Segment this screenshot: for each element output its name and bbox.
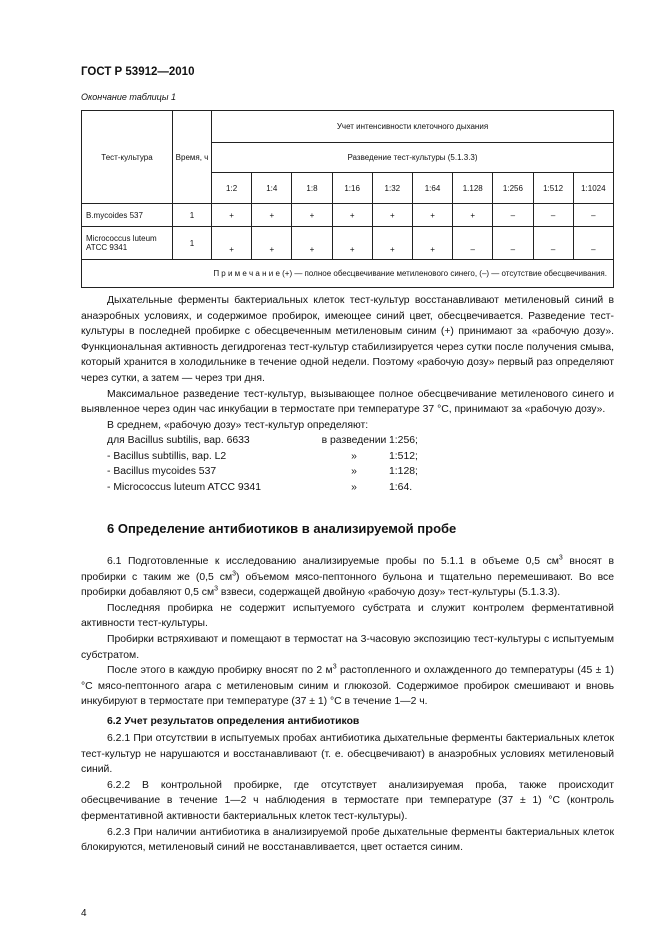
result-cell: + xyxy=(331,203,373,227)
result-cell: – xyxy=(572,226,615,260)
section-title: 6 Определение антибиотиков в анализируем… xyxy=(107,521,457,536)
sub-header: Разведение тест-культуры (5.1.3.3) xyxy=(211,142,614,173)
document-header: ГОСТ Р 53912—2010 xyxy=(81,66,195,78)
page-number: 4 xyxy=(81,908,87,919)
paragraph-6-1: 6.1 Подготовленные к исследованию анализ… xyxy=(81,554,614,599)
result-cell: – xyxy=(532,226,574,260)
result-cell: + xyxy=(411,203,454,227)
dilution-header: 1:32 xyxy=(371,172,413,204)
result-cell: + xyxy=(371,203,413,227)
subsection-title: 6.2 Учет результатов определения антибио… xyxy=(107,715,360,727)
result-cell: + xyxy=(452,203,494,227)
col-header-culture: Тест-культура xyxy=(81,110,173,204)
list-item: - Bacillus mycoides 537» 1:128; xyxy=(107,466,418,478)
paragraph-6-2-2: 6.2.2 В контрольной пробирке, где отсутс… xyxy=(81,779,614,822)
table-note: П р и м е ч а н и е (+) — полное обесцве… xyxy=(81,259,614,288)
paragraph: После этого в каждую пробирку вносят по … xyxy=(81,663,614,708)
result-cell: + xyxy=(251,226,293,260)
dilution-header: 1:2 xyxy=(210,172,253,204)
col-header-time: Время, ч xyxy=(172,110,212,204)
dilution-header: 1:256 xyxy=(492,172,534,204)
dilution-header: 1:16 xyxy=(331,172,373,204)
table-row: Micrococcus luteum ATCC 9341 1 + + + + + + – – – – xyxy=(81,226,615,260)
dose-list: для Bacillus subtilis, вар. 6633 в развед… xyxy=(81,433,614,495)
table-caption: Окончание таблицы 1 xyxy=(81,92,176,102)
dilution-header: 1:512 xyxy=(532,172,574,204)
list-item: - Micrococcus luteum ATCC 9341» 1:64. xyxy=(107,481,413,493)
result-cell: + xyxy=(291,226,333,260)
result-cell: – xyxy=(492,226,534,260)
result-cell: + xyxy=(210,226,253,260)
dilution-header: 1:1024 xyxy=(572,172,615,204)
time-cell: 1 xyxy=(172,203,212,227)
list-item: для Bacillus subtilis, вар. 6633 в развед… xyxy=(107,435,418,447)
group-header: Учет интенсивности клеточного дыхания xyxy=(211,110,614,143)
paragraph-6-2-1: 6.2.1 При отсутствии в испытуемых пробах… xyxy=(81,732,614,776)
time-cell: 1 xyxy=(172,226,212,260)
culture-cell: B.mycoides 537 xyxy=(81,203,173,227)
paragraph-6-2-3: 6.2.3 При наличии антибиотика в анализир… xyxy=(81,826,614,854)
dilution-header: 1.128 xyxy=(452,172,494,204)
paragraph: В среднем, «рабочую дозу» тест-культур о… xyxy=(107,419,369,431)
culture-cell: Micrococcus luteum ATCC 9341 xyxy=(81,226,173,260)
dilution-header: 1:8 xyxy=(291,172,333,204)
body-text-intro: Дыхательные ферменты бактериальных клето… xyxy=(81,293,614,495)
paragraph: Дыхательные ферменты бактериальных клето… xyxy=(81,295,614,384)
section-6: 6 Определение антибиотиков в анализируем… xyxy=(81,521,614,856)
result-cell: + xyxy=(371,226,413,260)
dilution-header: 1:64 xyxy=(411,172,454,204)
results-table: Тест-культура Время, ч Учет интенсивност… xyxy=(81,110,615,288)
result-cell: – xyxy=(572,203,615,227)
result-cell: + xyxy=(210,203,253,227)
result-cell: + xyxy=(411,226,454,260)
paragraph: Максимальное разведение тест-культур, вы… xyxy=(81,388,614,416)
list-item: - Bacillus subtillis, вар. L2» 1:512; xyxy=(107,450,418,462)
result-cell: – xyxy=(492,203,534,227)
paragraph: Пробирки встряхивают и помещают в термос… xyxy=(81,633,614,661)
result-cell: – xyxy=(452,226,494,260)
result-cell: + xyxy=(251,203,293,227)
table-row: B.mycoides 537 1 + + + + + + + – – – xyxy=(81,203,615,227)
result-cell: – xyxy=(532,203,574,227)
result-cell: + xyxy=(331,226,373,260)
paragraph: Последняя пробирка не содержит испытуемо… xyxy=(81,602,614,630)
result-cell: + xyxy=(291,203,333,227)
dilution-header: 1:4 xyxy=(251,172,293,204)
